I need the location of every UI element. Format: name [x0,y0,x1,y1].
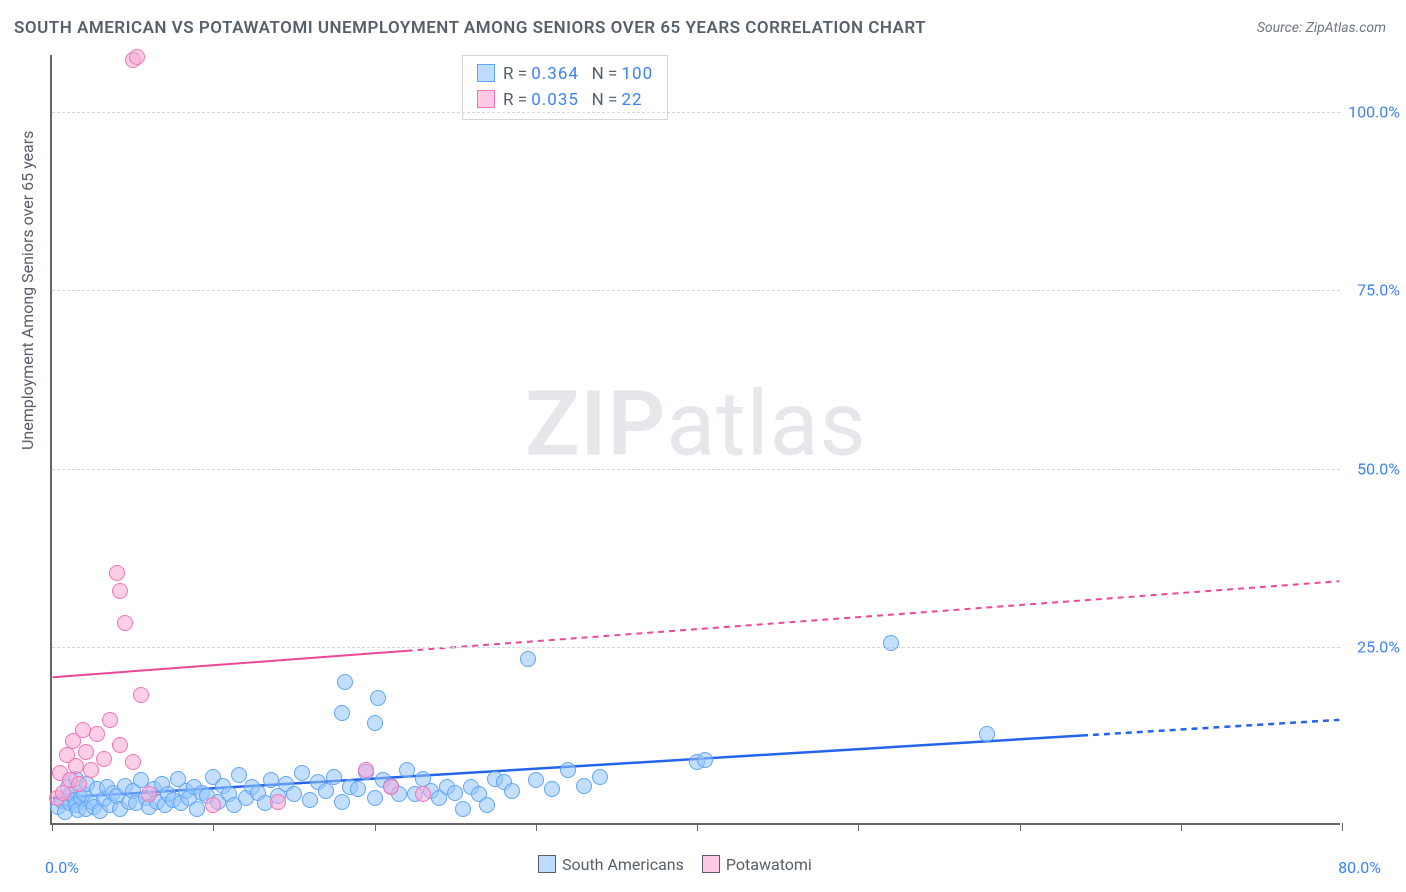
chart-title: SOUTH AMERICAN VS POTAWATOMI UNEMPLOYMEN… [14,18,926,38]
x-tick [52,823,53,831]
n-value: 22 [622,90,643,110]
data-point [367,715,383,731]
gridline [52,647,1340,648]
data-point [979,726,995,742]
data-point [358,762,374,778]
x-tick [858,823,859,831]
data-point [399,762,415,778]
n-label: N = [579,90,622,110]
y-tick-label: 50.0% [1357,459,1400,478]
data-point [205,797,221,813]
r-value: 0.364 [531,64,579,84]
data-point [129,49,145,65]
x-tick [375,823,376,831]
data-point [479,797,495,813]
y-tick-label: 75.0% [1357,281,1400,300]
gridline [52,112,1340,113]
legend-swatch [702,855,720,873]
gridline [52,469,1340,470]
data-point [544,781,560,797]
plot-area: ZIPatlas R = 0.364 N = 100R = 0.035 N = … [50,55,1340,825]
stat-row: R = 0.035 N = 22 [477,88,653,114]
data-point [318,783,334,799]
n-value: 100 [622,64,654,84]
data-point [592,769,608,785]
data-point [302,792,318,808]
legend-item: Potawatomi [684,855,812,874]
y-tick-label: 100.0% [1348,103,1400,122]
data-point [383,779,399,795]
data-point [337,674,353,690]
legend-label: South Americans [562,855,684,874]
x-axis-min-label: 0.0% [45,858,79,877]
source-attribution: Source: ZipAtlas.com [1257,20,1386,36]
x-tick [1020,823,1021,831]
data-point [83,762,99,778]
data-point [117,615,133,631]
x-tick [213,823,214,831]
data-point [96,751,112,767]
y-tick-label: 25.0% [1357,637,1400,656]
y-axis-label: Unemployment Among Seniors over 65 years [18,131,37,450]
data-point [520,651,536,667]
data-point [334,794,350,810]
r-value: 0.035 [531,90,579,110]
data-point [455,801,471,817]
series-legend: South Americans Potawatomi [520,855,812,874]
data-point [367,790,383,806]
data-point [294,765,310,781]
gridline [52,290,1340,291]
data-point [286,786,302,802]
data-point [697,752,713,768]
n-label: N = [579,64,622,84]
x-tick [1181,823,1182,831]
x-axis-max-label: 80.0% [1338,858,1381,877]
data-point [528,772,544,788]
x-tick [536,823,537,831]
data-point [75,722,91,738]
data-point [263,772,279,788]
data-point [109,565,125,581]
data-point [576,778,592,794]
legend-swatch [538,855,556,873]
data-point [326,769,342,785]
data-point [504,783,520,799]
r-label: R = [503,90,531,110]
data-point [112,737,128,753]
data-point [270,794,286,810]
data-point [112,583,128,599]
data-point [560,762,576,778]
data-point [71,776,87,792]
watermark: ZIPatlas [525,371,867,476]
data-point [102,712,118,728]
data-point [370,690,386,706]
data-point [125,754,141,770]
legend-item: South Americans [520,855,684,874]
x-tick [1342,823,1343,831]
data-point [883,635,899,651]
data-point [78,744,94,760]
trendlines-layer [52,55,1340,823]
stat-row: R = 0.364 N = 100 [477,62,653,88]
data-point [68,758,84,774]
data-point [415,786,431,802]
legend-label: Potawatomi [726,855,812,874]
data-point [334,705,350,721]
data-point [350,781,366,797]
legend-swatch [477,90,495,108]
data-point [231,767,247,783]
correlation-stats-box: R = 0.364 N = 100R = 0.035 N = 22 [462,55,668,120]
legend-swatch [477,64,495,82]
data-point [133,687,149,703]
r-label: R = [503,64,531,84]
x-tick [697,823,698,831]
data-point [141,786,157,802]
data-point [89,726,105,742]
data-point [447,785,463,801]
